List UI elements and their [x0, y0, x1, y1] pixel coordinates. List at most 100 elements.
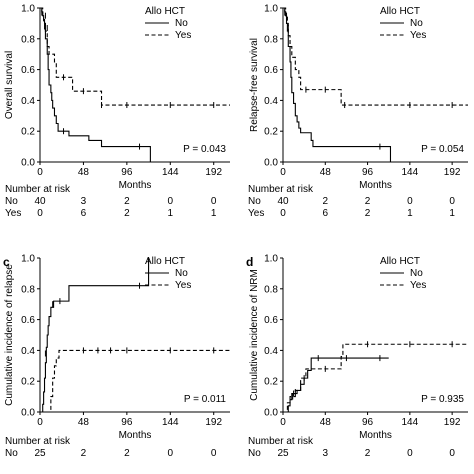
x-axis-label: Months: [119, 430, 152, 441]
x-tick-label: 144: [402, 417, 419, 428]
legend-title: Allo HCT: [145, 6, 185, 17]
x-tick-label: 144: [162, 167, 179, 178]
y-tick-label: 0.2: [21, 127, 35, 138]
curve-no: [40, 7, 151, 162]
y-tick-label: 0.6: [264, 65, 278, 76]
y-tick-label: 0.0: [21, 408, 35, 419]
legend-label-yes: Yes: [175, 280, 191, 291]
risk-count: 2: [365, 196, 371, 207]
x-tick-label: 48: [78, 417, 90, 428]
risk-row-label: No: [248, 196, 261, 207]
y-tick-label: 1.0: [21, 4, 35, 15]
risk-count: 40: [277, 196, 289, 207]
x-tick-label: 0: [37, 417, 43, 428]
chart-panel-1: 0.0 0.2 0.4 0.6 0.8 1.0 0 48 96 144 192 Months Overa…: [4, 4, 230, 219]
y-axis-label: Cumulative incidence of NRM: [249, 269, 260, 401]
p-value: P = 0.043: [183, 144, 226, 155]
y-tick-label: 0.6: [264, 315, 278, 326]
x-tick-label: 48: [78, 167, 90, 178]
risk-count: 1: [168, 208, 174, 219]
y-axis-label: Overall survival: [4, 51, 15, 119]
x-tick-label: 192: [444, 167, 461, 178]
legend-label-no: No: [410, 268, 423, 279]
curve-no: [283, 7, 392, 162]
risk-count: 1: [211, 208, 217, 219]
risk-count: 0: [280, 208, 286, 219]
p-value: P = 0.054: [421, 144, 464, 155]
risk-row-label: No: [5, 448, 18, 459]
curve-yes: [283, 343, 468, 413]
risk-count: 0: [168, 196, 174, 207]
risk-count: 2: [81, 448, 87, 459]
x-axis-label: Months: [119, 180, 152, 191]
risk-table-header: Number at risk: [248, 436, 314, 447]
y-tick-label: 0.4: [264, 346, 278, 357]
x-tick-label: 192: [205, 167, 222, 178]
y-tick-label: 0.8: [264, 284, 278, 295]
x-axis-label: Months: [359, 430, 392, 441]
x-tick-label: 48: [320, 167, 332, 178]
p-value: P = 0.011: [184, 394, 227, 405]
y-tick-label: 0.4: [264, 96, 278, 107]
risk-table-header: Number at risk: [5, 436, 71, 447]
risk-count: 2: [365, 448, 371, 459]
legend-title: Allo HCT: [380, 6, 420, 17]
risk-count: 0: [449, 448, 455, 459]
x-tick-label: 96: [121, 417, 133, 428]
legend-title: Allo HCT: [380, 256, 420, 267]
risk-count: 0: [449, 196, 455, 207]
y-tick-label: 0.2: [264, 127, 278, 138]
risk-count: 2: [323, 196, 329, 207]
chart-panel-2: 0.0 0.2 0.4 0.6 0.8 1.0 0 48 96 144 192 Months Relap…: [248, 4, 468, 219]
risk-count: 2: [124, 448, 130, 459]
y-tick-label: 0.4: [21, 96, 35, 107]
y-axis-label: Cumulative incidence of relapse: [4, 264, 15, 406]
x-tick-label: 0: [280, 417, 286, 428]
y-tick-label: 0.8: [264, 34, 278, 45]
risk-count: 2: [124, 196, 130, 207]
y-tick-label: 0.8: [21, 34, 35, 45]
x-tick-label: 192: [205, 417, 222, 428]
legend-label-no: No: [175, 268, 188, 279]
y-tick-label: 0.2: [264, 377, 278, 388]
risk-row-label: No: [248, 448, 261, 459]
risk-table-header: Number at risk: [5, 184, 71, 195]
curve-no: [40, 258, 150, 413]
risk-count: 40: [34, 196, 46, 207]
risk-count: 2: [365, 208, 371, 219]
risk-count: 1: [449, 208, 455, 219]
y-tick-label: 1.0: [264, 4, 278, 15]
y-tick-label: 0.0: [264, 408, 278, 419]
x-tick-label: 96: [362, 417, 374, 428]
risk-count: 3: [81, 196, 87, 207]
p-value: P = 0.935: [421, 394, 464, 405]
y-tick-label: 0.4: [21, 346, 35, 357]
risk-count: 6: [81, 208, 87, 219]
y-axis-label: Relapse-free survival: [249, 38, 260, 132]
curve-yes: [40, 349, 230, 413]
y-tick-label: 0.2: [21, 377, 35, 388]
y-tick-label: 0.6: [21, 65, 35, 76]
x-tick-label: 192: [444, 417, 461, 428]
risk-count: 25: [34, 448, 46, 459]
risk-row-label: Yes: [5, 208, 21, 219]
risk-count: 0: [168, 448, 174, 459]
chart-panel-3: c 0.0 0.2 0.4 0.6 0.8 1.0 0 48 96 144 192 Months Cumu…: [3, 254, 230, 459]
risk-count: 0: [211, 448, 217, 459]
risk-count: 2: [124, 208, 130, 219]
y-tick-label: 0.8: [21, 284, 35, 295]
legend-label-yes: Yes: [410, 280, 426, 291]
x-tick-label: 48: [320, 417, 332, 428]
risk-count: 3: [323, 448, 329, 459]
legend-label-yes: Yes: [175, 30, 191, 41]
y-tick-label: 0.0: [264, 158, 278, 169]
risk-row-label: No: [5, 196, 18, 207]
chart-panel-4: d 0.0 0.2 0.4 0.6 0.8 1.0 0 48 96 144 192 Months Cumu…: [246, 254, 468, 459]
curve-yes: [40, 7, 230, 106]
y-tick-label: 1.0: [264, 254, 278, 265]
